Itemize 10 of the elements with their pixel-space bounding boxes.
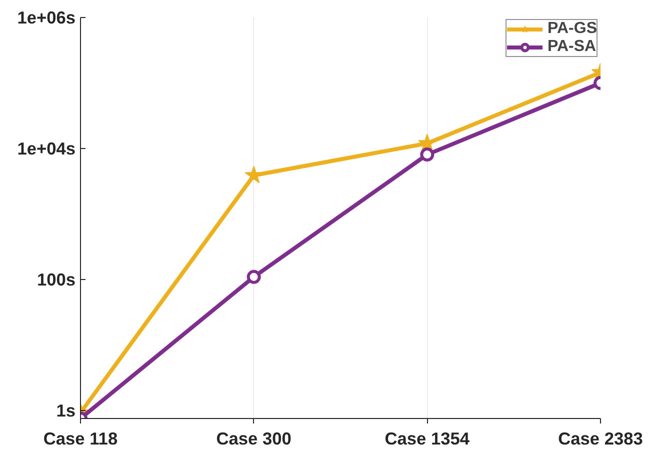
y-tick-label: 100s bbox=[36, 270, 76, 290]
y-tick-label: 1e+06s bbox=[17, 8, 76, 28]
x-tick-label: Case 1354 bbox=[384, 428, 470, 448]
x-tick-label: Case 2383 bbox=[558, 428, 644, 448]
y-tick-label: 1s bbox=[56, 400, 76, 421]
legend-label: PA-GS bbox=[548, 20, 597, 38]
y-tick-label: 1e+04s bbox=[17, 138, 76, 159]
x-tick-label: Case 118 bbox=[43, 428, 118, 448]
legend-label: PA-SA bbox=[548, 38, 596, 56]
x-tick-label: Case 300 bbox=[216, 428, 292, 448]
